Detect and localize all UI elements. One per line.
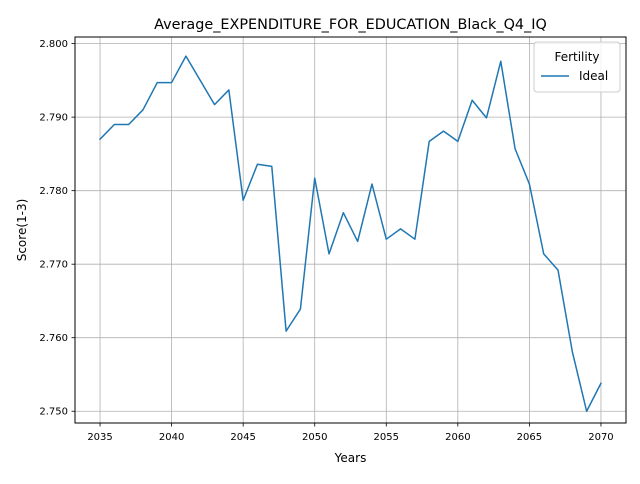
legend-title: Fertility xyxy=(554,50,599,64)
x-axis-label: Years xyxy=(334,451,367,465)
legend: Fertility Ideal xyxy=(534,42,620,92)
y-tick-label: 2.790 xyxy=(39,113,68,124)
y-tick-label: 2.770 xyxy=(39,260,68,271)
x-tick-label: 2055 xyxy=(374,432,399,443)
legend-label-ideal: Ideal xyxy=(579,69,608,83)
y-tick-label: 2.750 xyxy=(39,407,68,418)
x-tick-label: 2050 xyxy=(302,432,327,443)
x-tick-label: 2065 xyxy=(517,432,542,443)
x-tick-label: 2040 xyxy=(159,432,184,443)
y-tick-label: 2.780 xyxy=(39,186,68,197)
x-tick-label: 2060 xyxy=(445,432,470,443)
y-tick-label: 2.800 xyxy=(39,39,68,50)
y-tick-label: 2.760 xyxy=(39,333,68,344)
x-tick-label: 2045 xyxy=(230,432,255,443)
y-axis-label: Score(1-3) xyxy=(15,199,29,262)
x-tick-label: 2035 xyxy=(87,432,112,443)
x-tick-label: 2070 xyxy=(588,432,613,443)
chart-title: Average_EXPENDITURE_FOR_EDUCATION_Black_… xyxy=(154,17,547,33)
